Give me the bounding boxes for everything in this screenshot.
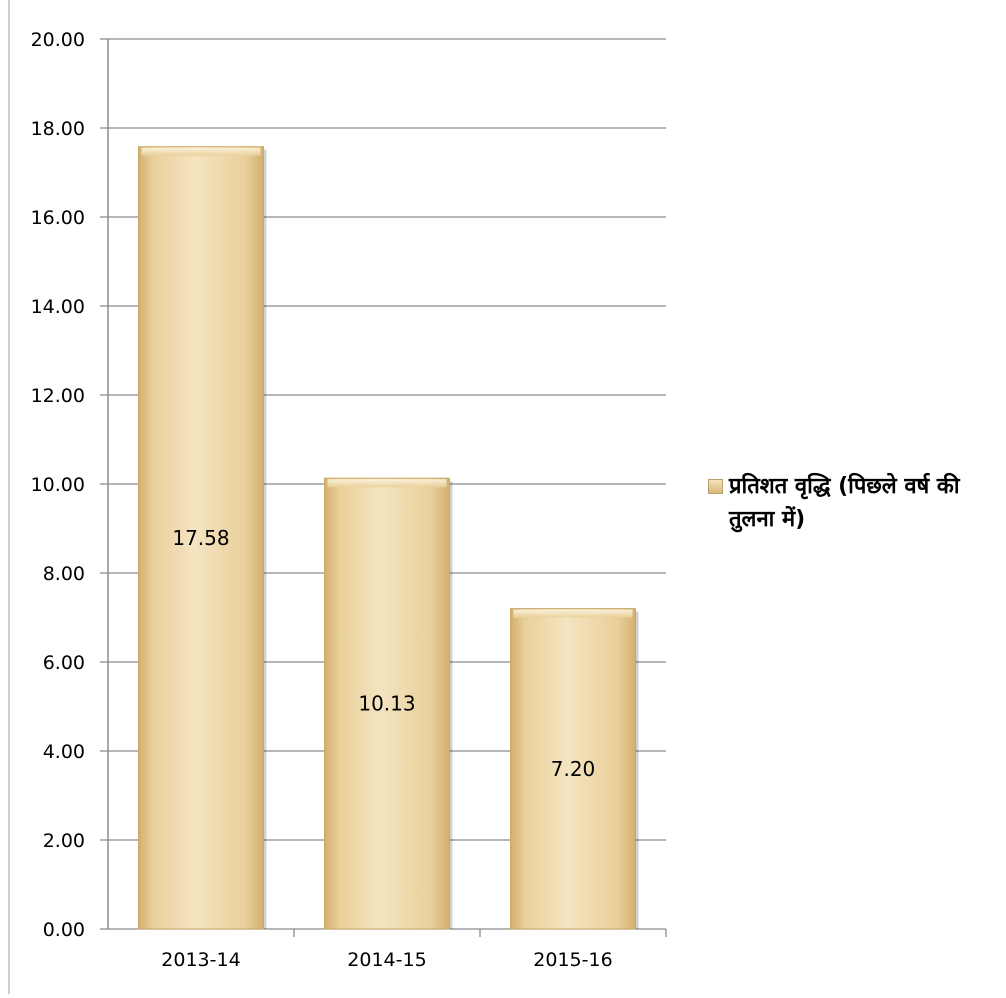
bar	[324, 477, 450, 930]
y-tick-label: 4.00	[43, 741, 85, 763]
legend-label: प्रतिशत वृद्धि (पिछले वर्ष की तुलना में)	[729, 474, 960, 532]
y-tick-label: 20.00	[31, 29, 85, 51]
bar	[138, 146, 264, 930]
data-label: 10.13	[358, 692, 415, 716]
y-tick-label: 2.00	[43, 830, 85, 852]
x-tick-label: 2013-14	[161, 949, 240, 971]
data-label: 7.20	[551, 757, 596, 781]
y-tick-label: 0.00	[43, 919, 85, 941]
bar-top-bevel	[513, 609, 633, 618]
y-tick-label: 6.00	[43, 652, 85, 674]
bar-top-bevel	[327, 479, 447, 488]
y-tick-label: 18.00	[31, 118, 85, 140]
left-border-rule	[8, 0, 10, 994]
x-tick-label: 2015-16	[533, 949, 612, 971]
y-tick-label: 8.00	[43, 563, 85, 585]
legend-swatch	[708, 479, 723, 494]
legend: प्रतिशत वृद्धि (पिछले वर्ष की तुलना में)	[708, 470, 998, 536]
y-tick-label: 16.00	[31, 207, 85, 229]
y-tick-label: 14.00	[31, 296, 85, 318]
bar-top-bevel	[141, 147, 261, 156]
data-label: 17.58	[172, 526, 229, 550]
bar	[510, 608, 636, 930]
x-tick-label: 2014-15	[347, 949, 426, 971]
y-tick-label: 12.00	[31, 385, 85, 407]
y-tick-label: 10.00	[31, 474, 85, 496]
